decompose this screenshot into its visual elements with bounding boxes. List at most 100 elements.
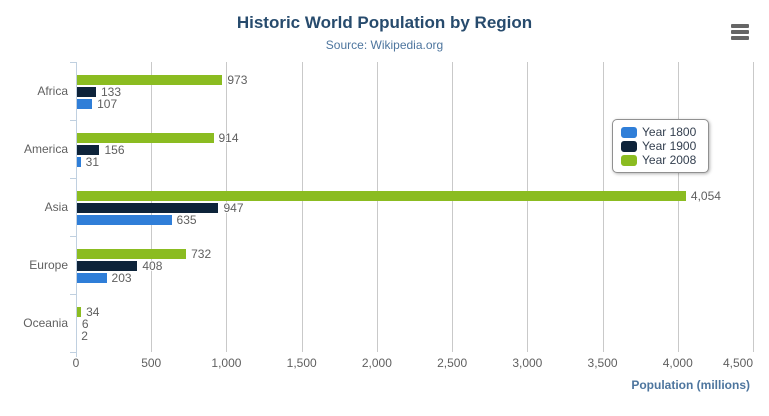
legend-symbol — [621, 154, 637, 166]
bar-value-label: 203 — [111, 271, 132, 285]
y-axis-tick — [70, 178, 76, 179]
bar-row: 107 — [76, 97, 753, 111]
bar-year-1900-asia[interactable] — [76, 203, 219, 213]
bar-row: 34 — [76, 305, 753, 319]
bar-value-label: 133 — [101, 85, 122, 99]
legend-item-year-2008[interactable]: Year 2008 — [621, 153, 696, 167]
x-tick-label: 0 — [72, 356, 80, 370]
bar-year-2008-europe[interactable] — [76, 249, 187, 259]
category-label: Asia — [44, 200, 68, 214]
category-band: 914 156 31 — [76, 120, 753, 178]
legend-label: Year 1800 — [642, 125, 697, 139]
bar-value-label: 4,054 — [690, 189, 721, 203]
category-label: America — [23, 142, 68, 156]
chart-subtitle: Source: Wikipedia.org — [325, 38, 444, 52]
bar-value-label: 34 — [86, 305, 100, 319]
legend-item-year-1800[interactable]: Year 1800 — [621, 125, 696, 139]
bar-row: 408 — [76, 259, 753, 273]
bar-row: 635 — [76, 213, 753, 227]
x-tick-label: 1,500 — [286, 356, 317, 370]
bar-year-1800-america[interactable] — [76, 157, 81, 167]
legend-symbol — [621, 126, 637, 138]
category-row: America — [0, 120, 68, 178]
bar-row: 973 — [76, 73, 753, 87]
category-row: Europe — [0, 236, 68, 294]
bar-value-label: 732 — [191, 247, 212, 261]
bar-value-label: 107 — [97, 97, 118, 111]
gridline — [602, 62, 604, 352]
bar-value-label: 914 — [218, 131, 239, 145]
x-tick-label: 2,000 — [361, 356, 392, 370]
gridline — [753, 62, 754, 352]
gridline — [226, 62, 228, 352]
bar-row: 732 — [76, 247, 753, 261]
bar-value-label: 2 — [81, 329, 88, 343]
gridline — [677, 62, 679, 352]
category-label: Oceania — [23, 316, 68, 330]
legend: Year 1800 Year 1900 Year 2008 — [612, 119, 710, 173]
category-row: Asia — [0, 178, 68, 236]
gridline — [301, 62, 303, 352]
x-tick-label: 1,000 — [211, 356, 242, 370]
bar-year-1900-america[interactable] — [76, 145, 100, 155]
legend-item-year-1900[interactable]: Year 1900 — [621, 139, 696, 153]
x-axis-title: Population (millions) — [631, 378, 750, 392]
category-row: Africa — [0, 62, 68, 120]
bar-year-2008-america[interactable] — [76, 133, 214, 143]
category-label: Europe — [29, 258, 68, 272]
x-tick-label: 3,500 — [587, 356, 618, 370]
legend-label: Year 1900 — [642, 139, 697, 153]
bar-value-label: 31 — [85, 155, 100, 169]
hamburger-icon[interactable] — [731, 24, 749, 40]
category-band: 732 408 203 — [76, 236, 753, 294]
bar-value-label: 6 — [81, 317, 89, 331]
bar-year-2008-africa[interactable] — [76, 75, 223, 85]
category-band: 973 133 107 — [76, 62, 753, 120]
bar-year-1800-africa[interactable] — [76, 99, 93, 109]
x-tick-label: 3,000 — [512, 356, 543, 370]
y-axis-tick — [70, 62, 76, 63]
bar-row: 156 — [76, 143, 753, 157]
bar-value-label: 408 — [142, 259, 163, 273]
y-axis-tick — [70, 236, 76, 237]
bar-value-label: 156 — [104, 143, 125, 157]
bar-year-2008-asia[interactable] — [76, 191, 686, 201]
bar-row: 914 — [76, 131, 753, 145]
x-tick-label: 4,000 — [662, 356, 693, 370]
category-label: Africa — [37, 84, 68, 98]
category-row: Oceania — [0, 294, 68, 352]
bar-year-1900-africa[interactable] — [76, 87, 96, 97]
category-axis: Africa America Asia Europe Oceania — [0, 62, 68, 352]
y-axis-tick — [70, 352, 76, 353]
bar-row: 4,054 — [76, 189, 753, 203]
bar-year-1800-europe[interactable] — [76, 273, 107, 283]
chart-title: Historic World Population by Region — [236, 13, 533, 32]
x-axis-labels: 0 500 1,000 1,500 2,000 2,500 3,000 3,500 4,000 4… — [72, 356, 753, 372]
x-tick-label: 2,500 — [437, 356, 468, 370]
gridline — [376, 62, 378, 352]
y-axis-line — [76, 62, 77, 357]
plot-area: 973 133 107 914 156 31 4,054 947 635 732 408 203 34 6… — [76, 62, 754, 352]
bar-row: 2 — [76, 329, 753, 343]
x-tick-label: 4,500 — [722, 356, 753, 370]
category-band: 34 6 2 — [76, 294, 753, 352]
bar-row: 6 — [76, 317, 753, 331]
bar-row: 133 — [76, 85, 753, 99]
bar-year-1800-asia[interactable] — [76, 215, 172, 225]
category-band: 4,054 947 635 — [76, 178, 753, 236]
legend-label: Year 2008 — [642, 153, 697, 167]
bar-row: 203 — [76, 271, 753, 285]
bar-year-2008-oceania[interactable] — [76, 307, 82, 317]
bar-value-label: 947 — [223, 201, 244, 215]
bar-year-1900-europe[interactable] — [76, 261, 138, 271]
gridline — [527, 62, 529, 352]
bar-row: 947 — [76, 201, 753, 215]
gridline — [452, 62, 454, 352]
y-axis-tick — [70, 294, 76, 295]
bar-value-label: 635 — [176, 213, 197, 227]
bar-row: 31 — [76, 155, 753, 169]
legend-symbol — [621, 140, 637, 152]
x-tick-label: 500 — [141, 356, 162, 370]
bar-value-label: 973 — [227, 73, 248, 87]
